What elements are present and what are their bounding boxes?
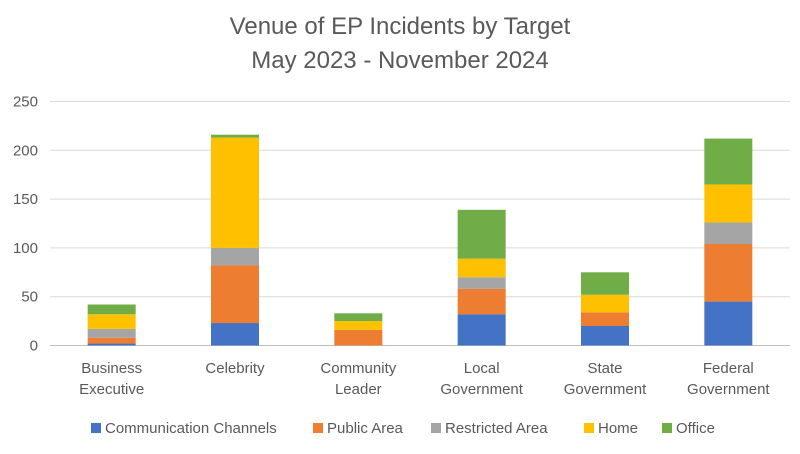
bar-segment [87,328,136,338]
x-category-label: State Government [564,360,647,398]
y-tick-label: 200 [13,142,38,159]
y-tick-label: 150 [13,191,38,208]
bar-segment [334,313,383,322]
bar-segment [87,304,136,315]
x-category-label: Celebrity [205,360,265,377]
legend-label: Office [676,420,715,437]
y-tick-label: 50 [21,289,38,306]
bar-segment [704,138,753,185]
bar-segment [581,325,629,346]
bar-segment [457,288,506,315]
legend-swatch [584,423,594,433]
bar-segment [704,184,753,223]
bar-segment [704,301,753,346]
chart-title: Venue of EP Incidents by Target [229,13,571,40]
bar-segment [211,134,259,138]
legend-swatch [91,423,101,433]
bar-segment [457,209,506,259]
legend-label: Communication Channels [105,420,277,437]
bar-segment [581,272,629,295]
x-category-label: Community Leader [320,360,396,398]
legend-swatch [313,423,323,433]
chart-subtitle: May 2023 - November 2024 [251,47,549,74]
bar-segment [704,243,753,302]
bar-segment [211,247,259,266]
bar-segment [87,343,136,346]
bar-segment [457,314,506,346]
y-tick-label: 0 [30,338,38,355]
x-category-label: Local Government [440,360,523,398]
x-category-label: Business Executive [79,360,144,398]
bar-segment [581,312,629,326]
y-tick-label: 100 [13,240,38,257]
x-category-label: Federal Government [687,360,770,398]
legend-label: Restricted Area [445,420,548,437]
bar-segment [581,294,629,313]
bar-segment [334,321,383,330]
bar-segment [704,222,753,244]
bar-segment [457,277,506,289]
bar-segment [211,323,259,346]
bar-segment [87,337,136,344]
legend-swatch [662,423,672,433]
legend-swatch [431,423,441,433]
bar-segment [211,137,259,248]
y-tick-label: 250 [13,94,38,111]
bar-segment [457,258,506,278]
bar-segment [211,265,259,324]
legend-label: Home [598,420,638,437]
legend-label: Public Area [327,420,404,437]
bar-segment [334,329,383,346]
bar-segment [87,314,136,329]
